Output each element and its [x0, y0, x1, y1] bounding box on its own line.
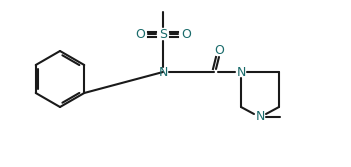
Text: O: O	[214, 43, 224, 56]
Text: O: O	[135, 28, 145, 41]
Text: S: S	[159, 28, 167, 41]
Text: O: O	[181, 28, 191, 41]
Text: N: N	[158, 65, 168, 78]
Text: N: N	[255, 111, 265, 124]
Text: N: N	[236, 65, 246, 78]
